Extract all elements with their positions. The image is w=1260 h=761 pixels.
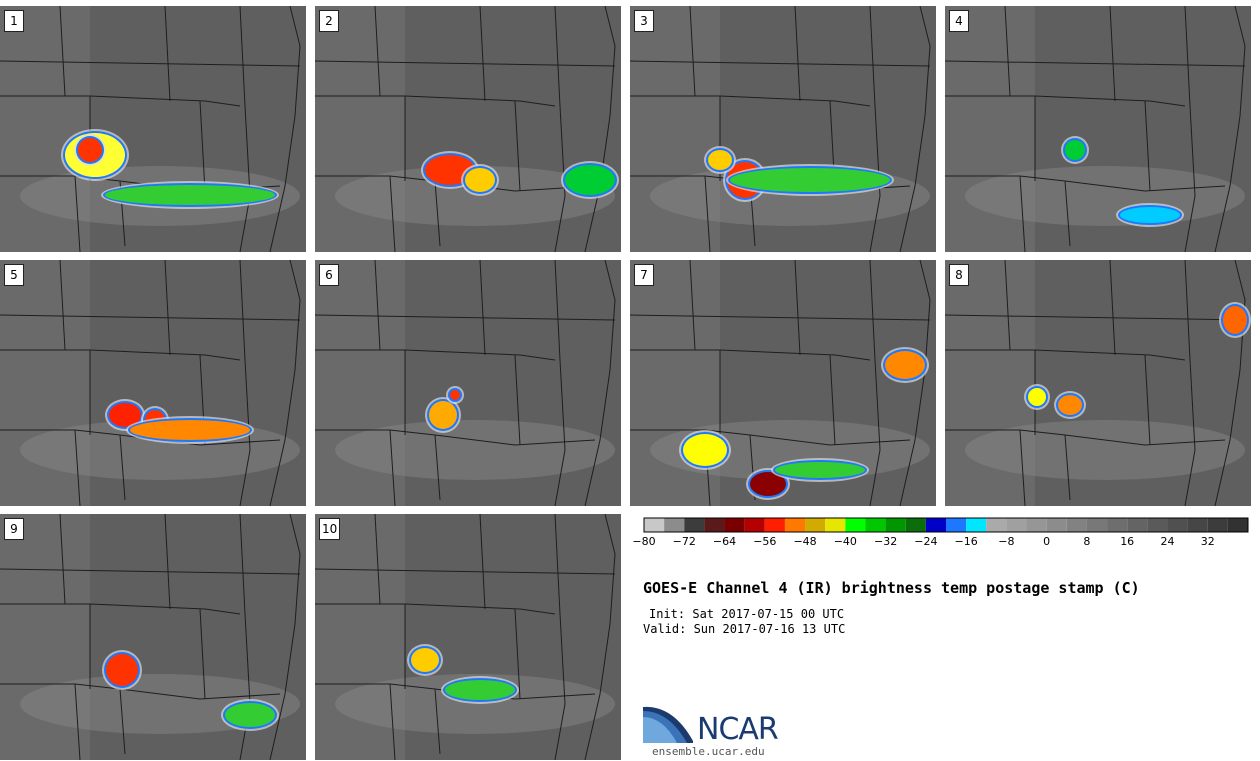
satellite-map [315, 6, 621, 252]
ncar-logo-text: NCAR [697, 712, 779, 747]
colorbar-tick-label: −32 [873, 535, 898, 548]
colorbar-tick-label: 16 [1120, 535, 1135, 548]
postage-stamp-panel-1: 1 [0, 6, 306, 252]
panel-number: 1 [4, 10, 24, 32]
colorbar-tick-label: −64 [712, 535, 737, 548]
colorbar-segment [986, 518, 1007, 532]
colorbar-segment [1167, 518, 1188, 532]
postage-stamp-panel-3: 3 [630, 6, 936, 252]
panel-number: 10 [319, 518, 341, 540]
colorbar-tick-label: −40 [833, 535, 857, 548]
postage-stamp-panel-9: 9 [0, 514, 306, 760]
satellite-map [315, 514, 621, 760]
panel-number: 3 [634, 10, 654, 32]
panel-number: 9 [4, 518, 24, 540]
satellite-map [315, 260, 621, 506]
panel-number: 4 [949, 10, 969, 32]
satellite-map [0, 260, 306, 506]
satellite-map [630, 260, 936, 506]
colorbar-tick-label: 8 [1083, 535, 1091, 548]
colorbar [643, 517, 1249, 533]
postage-stamp-panel-4: 4 [945, 6, 1251, 252]
valid-time: Valid: Sun 2017-07-16 13 UTC [643, 622, 846, 636]
colorbar-segment [1026, 518, 1047, 532]
colorbar-tick-label: −80 [632, 535, 656, 548]
colorbar-tick-label: −72 [672, 535, 696, 548]
site-url: ensemble.ucar.edu [652, 745, 765, 758]
colorbar-tick-label: −56 [753, 535, 777, 548]
colorbar-segment [704, 518, 725, 532]
colorbar-tick-label: −48 [793, 535, 817, 548]
satellite-map [945, 6, 1251, 252]
colorbar-tick-label: −16 [954, 535, 978, 548]
colorbar-segment [865, 518, 886, 532]
colorbar-segment [1227, 518, 1248, 532]
postage-stamp-panel-10: 10 [315, 514, 621, 760]
colorbar-segment [1187, 518, 1208, 532]
colorbar-tick-label: −24 [914, 535, 938, 548]
colorbar-segment [905, 518, 926, 532]
satellite-map [630, 6, 936, 252]
colorbar-segment [764, 518, 785, 532]
colorbar-segment [1127, 518, 1148, 532]
panel-number: 7 [634, 264, 654, 286]
colorbar-tick-label: −8 [998, 535, 1015, 548]
colorbar-segment [1107, 518, 1128, 532]
colorbar-segment [885, 518, 906, 532]
panel-number: 5 [4, 264, 24, 286]
colorbar-segment [1066, 518, 1087, 532]
panel-number: 6 [319, 264, 339, 286]
colorbar-segment [946, 518, 967, 532]
colorbar-segment [664, 518, 685, 532]
figure-title: GOES-E Channel 4 (IR) brightness temp po… [643, 579, 1140, 597]
colorbar-segment [784, 518, 806, 532]
colorbar-segment [1086, 518, 1108, 532]
colorbar-tick-label: 24 [1160, 535, 1175, 548]
postage-stamp-panel-5: 5 [0, 260, 306, 506]
postage-stamp-panel-2: 2 [315, 6, 621, 252]
colorbar-segment [744, 518, 765, 532]
satellite-map [0, 514, 306, 760]
satellite-map [945, 260, 1251, 506]
colorbar-segment [966, 518, 987, 532]
colorbar-segment [724, 518, 745, 532]
colorbar-tick-label: 0 [1043, 535, 1051, 548]
satellite-map [0, 6, 306, 252]
colorbar-segment [684, 518, 705, 532]
colorbar-segment [925, 518, 946, 532]
colorbar-segment [1006, 518, 1027, 532]
init-time: Init: Sat 2017-07-15 00 UTC [649, 607, 845, 621]
colorbar-segment [1046, 518, 1067, 532]
colorbar-tick-label: 32 [1200, 535, 1215, 548]
panel-number: 8 [949, 264, 969, 286]
colorbar-segment [825, 518, 846, 532]
colorbar-segment [644, 518, 665, 532]
colorbar-segment [805, 518, 826, 532]
postage-stamp-panel-7: 7 [630, 260, 936, 506]
ncar-logo-icon [643, 706, 693, 743]
colorbar-segment [1147, 518, 1168, 532]
panel-number: 2 [319, 10, 339, 32]
postage-stamp-panel-8: 8 [945, 260, 1251, 506]
colorbar-segment [1207, 518, 1228, 532]
postage-stamp-panel-6: 6 [315, 260, 621, 506]
colorbar-segment [845, 518, 866, 532]
